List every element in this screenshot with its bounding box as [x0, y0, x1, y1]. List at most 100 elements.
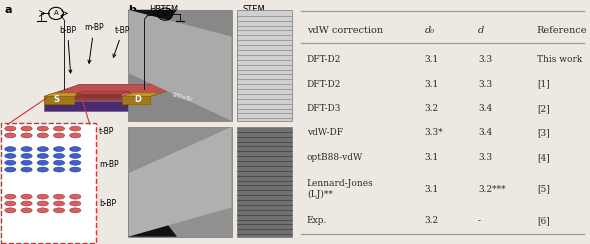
FancyBboxPatch shape — [1, 123, 96, 243]
Ellipse shape — [5, 147, 16, 152]
Ellipse shape — [21, 133, 32, 138]
Polygon shape — [44, 93, 84, 96]
Text: D: D — [135, 95, 142, 104]
Ellipse shape — [53, 133, 65, 138]
Ellipse shape — [5, 153, 16, 158]
Polygon shape — [44, 98, 150, 111]
FancyBboxPatch shape — [128, 10, 231, 121]
Polygon shape — [128, 10, 177, 73]
Text: 3.2: 3.2 — [425, 104, 439, 113]
Polygon shape — [44, 96, 74, 104]
Polygon shape — [44, 97, 150, 100]
FancyBboxPatch shape — [128, 127, 231, 237]
Polygon shape — [128, 127, 231, 237]
Ellipse shape — [5, 126, 16, 131]
Text: 3.1: 3.1 — [425, 153, 439, 162]
Polygon shape — [128, 10, 231, 121]
Text: [1]: [1] — [537, 80, 550, 89]
Ellipse shape — [37, 160, 48, 165]
Polygon shape — [122, 96, 150, 104]
Text: [2]: [2] — [537, 104, 549, 113]
Ellipse shape — [53, 160, 65, 165]
Text: d: d — [478, 26, 484, 35]
Text: HRTEM: HRTEM — [149, 5, 178, 14]
Text: Reference: Reference — [537, 26, 588, 35]
Text: m-BP: m-BP — [99, 160, 119, 169]
Ellipse shape — [70, 147, 81, 152]
Ellipse shape — [70, 208, 81, 213]
Text: Exp.: Exp. — [307, 216, 327, 225]
Text: A: A — [54, 10, 58, 16]
Text: STEM: STEM — [242, 5, 265, 14]
Text: DFT-D2: DFT-D2 — [307, 80, 341, 89]
Ellipse shape — [37, 133, 48, 138]
Ellipse shape — [53, 167, 65, 172]
Ellipse shape — [37, 153, 48, 158]
Text: 3.1: 3.1 — [425, 80, 439, 89]
Polygon shape — [75, 94, 121, 97]
Ellipse shape — [37, 201, 48, 206]
Ellipse shape — [21, 167, 32, 172]
Ellipse shape — [21, 153, 32, 158]
Text: 3.4: 3.4 — [478, 129, 492, 137]
Polygon shape — [122, 93, 160, 96]
Ellipse shape — [5, 201, 16, 206]
Ellipse shape — [21, 201, 32, 206]
FancyBboxPatch shape — [237, 127, 292, 237]
Text: a: a — [5, 5, 12, 15]
Text: b-BP: b-BP — [59, 26, 76, 73]
Text: t-BP: t-BP — [113, 26, 130, 57]
Text: vdW correction: vdW correction — [307, 26, 383, 35]
Text: S: S — [53, 95, 59, 104]
Ellipse shape — [70, 126, 81, 131]
Ellipse shape — [21, 160, 32, 165]
Text: m-BP: m-BP — [84, 23, 104, 63]
Ellipse shape — [37, 167, 48, 172]
Text: 3.2***: 3.2*** — [478, 185, 506, 193]
Ellipse shape — [70, 167, 81, 172]
Ellipse shape — [53, 194, 65, 199]
Polygon shape — [44, 97, 150, 101]
Text: Lennard-Jones
(LJ)**: Lennard-Jones (LJ)** — [307, 179, 373, 199]
Text: DFT-D3: DFT-D3 — [307, 104, 341, 113]
Ellipse shape — [70, 133, 81, 138]
Text: [6]: [6] — [537, 216, 550, 225]
Polygon shape — [75, 91, 130, 94]
Text: vdW-DF: vdW-DF — [307, 129, 343, 137]
Ellipse shape — [37, 147, 48, 152]
Ellipse shape — [37, 126, 48, 131]
Text: d₀: d₀ — [425, 26, 435, 35]
Ellipse shape — [70, 194, 81, 199]
Text: [3]: [3] — [537, 129, 549, 137]
Ellipse shape — [21, 208, 32, 213]
Ellipse shape — [5, 208, 16, 213]
Text: [5]: [5] — [537, 185, 550, 193]
Ellipse shape — [5, 167, 16, 172]
Text: 3.4: 3.4 — [478, 104, 492, 113]
Text: [4]: [4] — [537, 153, 550, 162]
Text: 3.3*: 3.3* — [425, 129, 444, 137]
Polygon shape — [74, 93, 132, 96]
Ellipse shape — [37, 208, 48, 213]
Text: 3.2: 3.2 — [425, 216, 439, 225]
Text: 3.1: 3.1 — [425, 185, 439, 193]
Ellipse shape — [70, 153, 81, 158]
Text: 3.1: 3.1 — [425, 55, 439, 64]
Polygon shape — [44, 85, 186, 97]
Ellipse shape — [5, 194, 16, 199]
Polygon shape — [44, 84, 186, 97]
Text: t-BP: t-BP — [99, 127, 114, 136]
Ellipse shape — [5, 133, 16, 138]
Text: 3.3: 3.3 — [478, 80, 492, 89]
Text: SiO₂/Si: SiO₂/Si — [172, 92, 194, 102]
Polygon shape — [128, 173, 177, 237]
Text: 3.3: 3.3 — [478, 55, 492, 64]
Ellipse shape — [21, 126, 32, 131]
Ellipse shape — [37, 194, 48, 199]
Text: 3.3: 3.3 — [478, 153, 492, 162]
Ellipse shape — [53, 126, 65, 131]
Ellipse shape — [21, 147, 32, 152]
Ellipse shape — [70, 201, 81, 206]
Ellipse shape — [53, 147, 65, 152]
FancyBboxPatch shape — [237, 10, 292, 121]
